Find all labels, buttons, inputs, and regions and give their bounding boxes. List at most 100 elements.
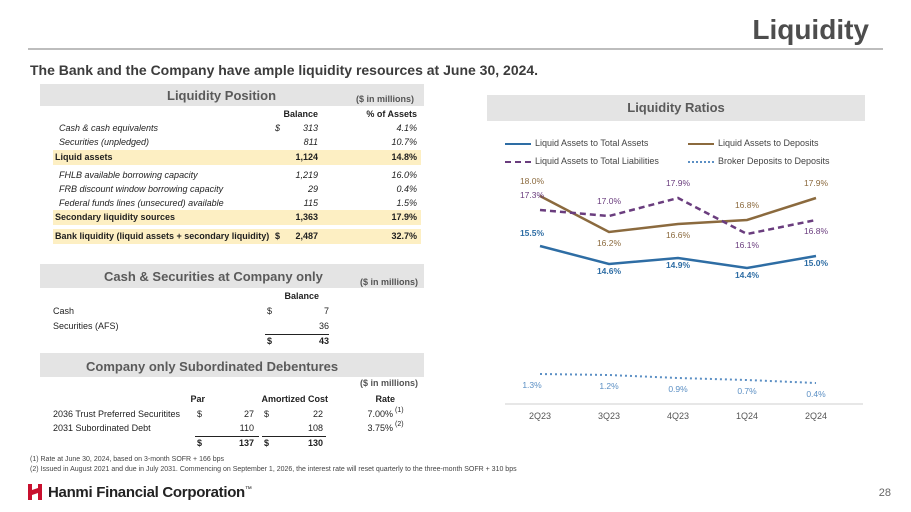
table-row-secondary-liquidity: Secondary liquidity sources 1,363 17.9% bbox=[53, 210, 421, 225]
row-footnote-ref: (2) bbox=[395, 421, 404, 428]
liquidity-position-header: Liquidity Position ($ in millions) bbox=[40, 84, 424, 106]
total-amortized-dollar: $ bbox=[264, 438, 270, 448]
row-label: 2036 Trust Preferred Securitites bbox=[53, 409, 181, 419]
row-label: Securities (AFS) bbox=[53, 321, 119, 331]
row-footnote-ref: (1) bbox=[395, 407, 404, 414]
row-par: 110 bbox=[239, 423, 254, 433]
row-balance: 115 bbox=[303, 198, 318, 208]
series-line-1 bbox=[539, 244, 817, 270]
legend-label: Liquid Assets to Total Assets bbox=[535, 138, 649, 148]
row-pct: 16.0% bbox=[391, 170, 417, 180]
data-label: 17.9% bbox=[804, 178, 829, 188]
table-row: FRB discount window borrowing capacity 2… bbox=[53, 182, 421, 197]
data-label: 15.0% bbox=[804, 258, 829, 268]
row-label: FHLB available borrowing capacity bbox=[59, 170, 198, 180]
data-label: 0.7% bbox=[737, 386, 757, 396]
row-pct: 17.9% bbox=[391, 212, 417, 222]
series-line-4 bbox=[539, 373, 817, 384]
legend-item: Liquid Assets to Total Liabilities bbox=[505, 156, 659, 166]
table-total-row: $ 43 bbox=[53, 334, 343, 349]
row-amortized: 108 bbox=[307, 423, 323, 433]
data-label: 17.3% bbox=[520, 190, 545, 200]
row-balance: 29 bbox=[307, 184, 318, 194]
row-pct: 1.5% bbox=[396, 198, 417, 208]
data-label: 14.4% bbox=[735, 270, 760, 280]
table-row-bank-liquidity: Bank liquidity (liquid assets + secondar… bbox=[53, 229, 421, 244]
row-label: Securities (unpledged) bbox=[59, 137, 150, 147]
pct-assets-header: % of Assets bbox=[366, 109, 417, 119]
data-label: 17.0% bbox=[597, 196, 622, 206]
row-dollar: $ bbox=[275, 231, 281, 241]
row-amortized-dollar: $ bbox=[264, 409, 270, 419]
row-label: Bank liquidity (liquid assets + secondar… bbox=[55, 231, 270, 241]
x-tick-label: 2Q23 bbox=[529, 411, 551, 421]
table-row: Securities (AFS) 36 bbox=[53, 319, 343, 334]
row-rate: 3.75% bbox=[367, 423, 393, 433]
chart-legend: Liquid Assets to Total Assets Liquid Ass… bbox=[505, 138, 865, 168]
company-name-text: Hanmi Financial Corporation bbox=[48, 483, 245, 501]
table-row: Cash & cash equivalents $ 313 4.1% bbox=[53, 121, 421, 136]
company-cash-header: Cash & Securities at Company only ($ in … bbox=[40, 264, 424, 288]
table-row-liquid-assets: Liquid assets 1,124 14.8% bbox=[53, 150, 421, 165]
x-tick-label: 1Q24 bbox=[736, 411, 758, 421]
row-pct: 10.7% bbox=[391, 137, 417, 147]
company-logo: Hanmi Financial Corporation™ bbox=[26, 482, 252, 502]
data-label: 16.1% bbox=[735, 240, 760, 250]
footnote-1: (1) Rate at June 30, 2024, based on 3-mo… bbox=[30, 456, 224, 463]
row-balance: 36 bbox=[318, 321, 329, 331]
balance-header: Balance bbox=[284, 291, 319, 301]
row-balance: 2,487 bbox=[295, 231, 318, 241]
legend-swatch-dotted-blue bbox=[688, 161, 714, 163]
row-dollar: $ bbox=[267, 306, 273, 316]
table-row: Federal funds lines (unsecured) availabl… bbox=[53, 196, 421, 211]
legend-swatch-solid-brown bbox=[688, 143, 714, 145]
table-row: FHLB available borrowing capacity 1,219 … bbox=[53, 168, 421, 183]
x-tick-label: 3Q23 bbox=[598, 411, 620, 421]
total-par-dollar: $ bbox=[197, 438, 203, 448]
row-label: Secondary liquidity sources bbox=[55, 212, 176, 222]
series-line-2 bbox=[539, 194, 817, 234]
data-label: 16.8% bbox=[804, 226, 829, 236]
total-rule-amortized bbox=[262, 436, 326, 437]
liquidity-position-unit-note: ($ in millions) bbox=[356, 94, 415, 104]
row-balance: 1,124 bbox=[295, 152, 318, 162]
row-balance: 1,219 bbox=[295, 170, 318, 180]
table-row: Cash $ 7 bbox=[53, 304, 343, 319]
company-cash-title: Cash & Securities at Company only bbox=[104, 269, 323, 284]
data-label: 1.2% bbox=[599, 381, 619, 391]
row-balance: 1,363 bbox=[295, 212, 318, 222]
data-label: 16.2% bbox=[597, 238, 622, 248]
row-pct: 14.8% bbox=[391, 152, 417, 162]
row-label: 2031 Subordinated Debt bbox=[53, 423, 151, 433]
row-par-dollar: $ bbox=[197, 409, 203, 419]
data-label: 0.9% bbox=[668, 384, 688, 394]
total-amortized: 130 bbox=[307, 438, 323, 448]
data-label: 18.0% bbox=[520, 176, 545, 186]
total-rule-par bbox=[195, 436, 259, 437]
table-header-row: Par Amortized Cost Rate bbox=[53, 392, 413, 407]
debentures-unit-note: ($ in millions) bbox=[360, 378, 419, 388]
row-label: FRB discount window borrowing capacity bbox=[59, 184, 224, 194]
balance-header: Balance bbox=[283, 109, 318, 119]
page-subtitle: The Bank and the Company have ample liqu… bbox=[30, 62, 539, 78]
debentures-title: Company only Subordinated Debentures bbox=[86, 359, 339, 374]
company-cash-table: Balance Cash $ 7 Securities (AFS) 36 $ 4… bbox=[53, 289, 343, 349]
table-row: 2036 Trust Preferred Securitites $ 27 $ … bbox=[53, 407, 413, 422]
series-line-3 bbox=[539, 196, 817, 236]
legend-item: Broker Deposits to Deposits bbox=[688, 156, 830, 166]
trademark: ™ bbox=[244, 485, 252, 493]
debentures-header: Company only Subordinated Debentures bbox=[40, 353, 424, 377]
legend-label: Liquid Assets to Total Liabilities bbox=[535, 156, 659, 166]
row-pct: 0.4% bbox=[396, 184, 417, 194]
legend-item: Liquid Assets to Deposits bbox=[688, 138, 819, 148]
data-label: 15.5% bbox=[520, 228, 545, 238]
data-label: 0.4% bbox=[806, 389, 826, 399]
x-tick-label: 2Q24 bbox=[805, 411, 827, 421]
row-label: Cash bbox=[53, 306, 75, 316]
total-rule bbox=[265, 334, 329, 335]
data-label: 14.9% bbox=[666, 260, 691, 270]
company-cash-unit-note: ($ in millions) bbox=[360, 277, 419, 287]
row-dollar: $ bbox=[275, 123, 281, 133]
total-par: 137 bbox=[238, 438, 254, 448]
row-balance: 811 bbox=[303, 137, 318, 147]
